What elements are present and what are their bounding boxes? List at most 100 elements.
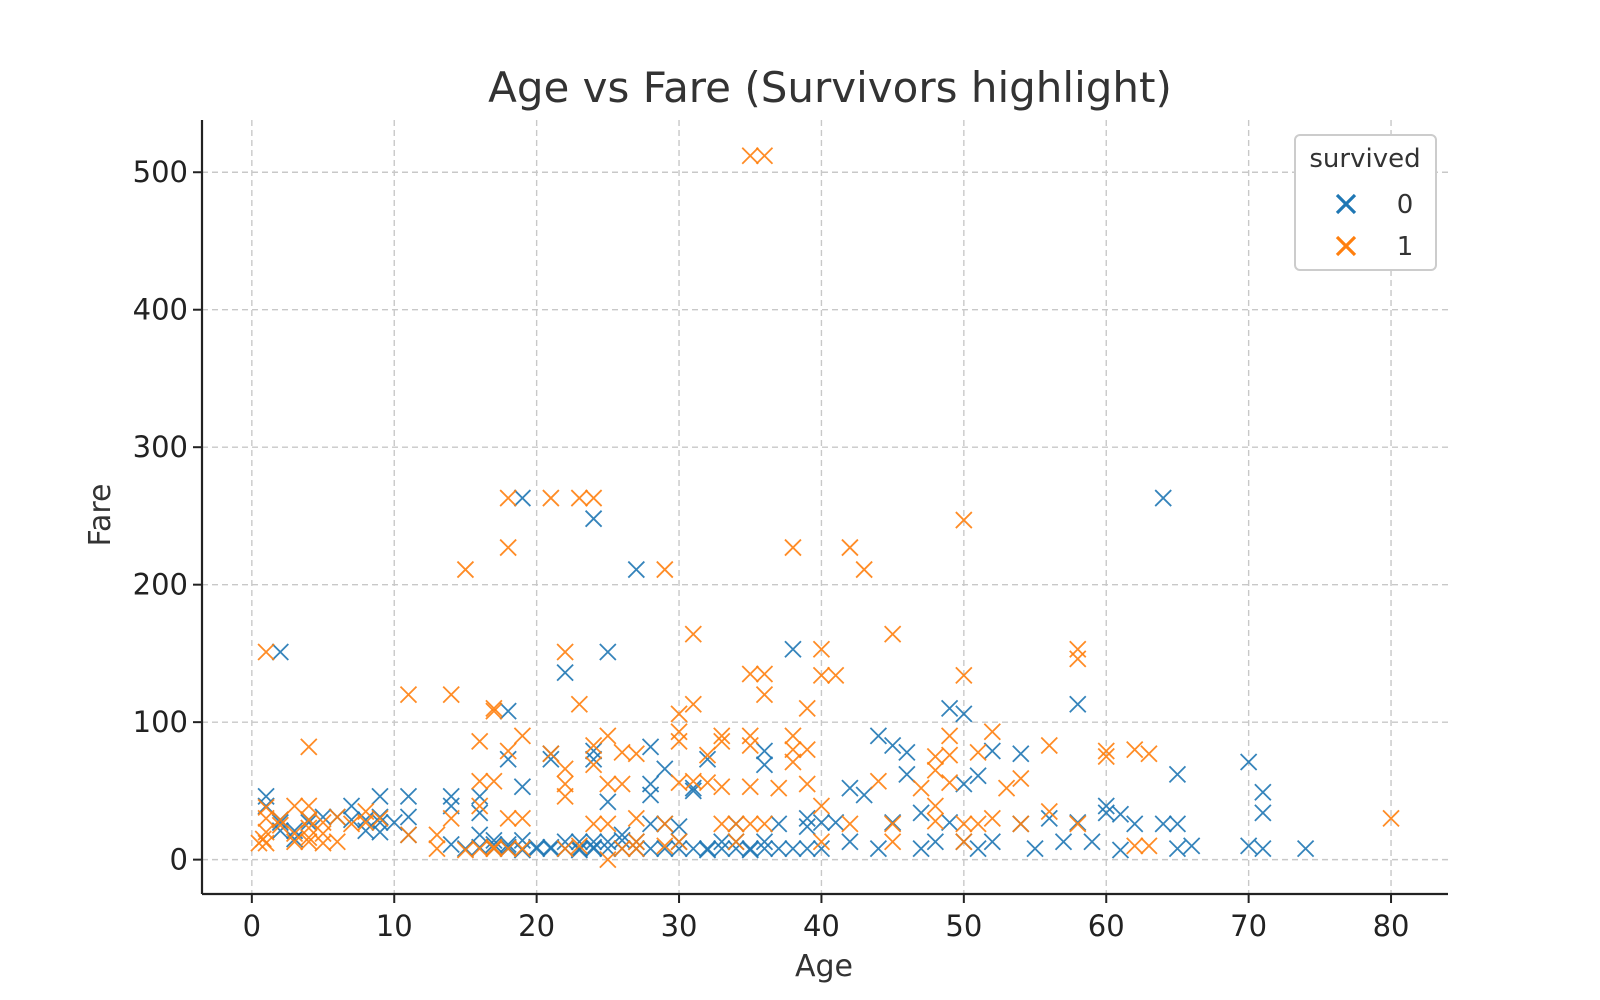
data-point-survived-1 [983,723,1001,741]
data-point-survived-0 [300,813,318,832]
data-point-survived-1 [285,833,304,851]
data-point-survived-1 [812,640,831,658]
x-tick-label: 10 [376,909,413,943]
data-point-survived-1 [513,809,532,828]
data-point-survived-1 [471,772,489,790]
data-point-survived-0 [1069,813,1087,832]
data-point-survived-0 [798,809,816,828]
data-point-survived-1 [1012,769,1030,788]
data-point-survived-0 [485,835,503,854]
data-point-survived-0 [314,808,332,826]
data-point-survived-0 [499,835,517,854]
data-point-survived-0 [855,786,873,804]
data-point-survived-1 [727,833,745,851]
data-point-survived-1 [940,727,959,745]
data-point-survived-0 [442,835,460,854]
data-point-survived-1 [1040,736,1058,755]
data-point-survived-1 [812,797,831,815]
data-point-survived-0 [1296,839,1315,858]
data-point-survived-0 [770,839,788,858]
data-point-survived-0 [542,838,560,856]
data-point-survived-0 [827,813,845,832]
x-axis-label: Age [795,949,853,984]
legend-marker-0 [1335,193,1357,215]
data-point-survived-1 [713,778,731,796]
data-point-survived-1 [884,815,902,833]
data-point-survived-0 [271,813,289,832]
data-point-survived-0 [1012,745,1030,763]
data-point-survived-0 [584,510,603,528]
data-point-survived-1 [1382,809,1400,828]
data-point-survived-1 [841,538,859,557]
data-point-survived-1 [442,809,460,828]
data-point-survived-1 [584,489,603,507]
data-point-survived-1 [328,808,346,826]
data-point-survived-0 [955,775,973,793]
data-point-survived-1 [428,826,446,844]
data-point-survived-0 [570,839,588,858]
data-point-survived-1 [684,772,702,790]
x-tick-label: 60 [1088,909,1125,943]
x-tick-label: 30 [661,909,698,943]
data-point-survived-0 [1097,804,1115,822]
data-point-survived-1 [1097,742,1115,760]
data-point-survived-1 [827,666,845,685]
data-point-survived-1 [1140,837,1158,855]
data-point-survived-0 [485,831,503,850]
data-point-survived-1 [627,809,645,828]
data-point-survived-0 [684,779,702,797]
data-point-survived-1 [755,686,774,704]
legend-frame [1294,134,1437,271]
data-point-survived-0 [1083,833,1101,851]
data-point-survived-1 [670,732,688,751]
data-point-survived-0 [1111,841,1130,859]
data-point-survived-1 [784,538,802,557]
data-point-survived-0 [656,760,674,778]
data-point-survived-0 [812,813,831,832]
data-point-survived-1 [570,695,588,713]
data-point-survived-0 [698,839,717,858]
data-point-survived-1 [485,772,503,790]
data-point-survived-1 [556,643,574,661]
data-point-survived-1 [499,809,517,828]
data-point-survived-1 [755,665,774,683]
data-point-survived-1 [442,686,460,704]
legend-title: survived [1309,144,1420,174]
data-point-survived-0 [371,808,389,826]
data-point-survived-1 [755,815,774,833]
data-point-survived-1 [599,775,617,793]
data-point-survived-1 [784,753,802,771]
data-point-survived-0 [841,833,859,851]
data-point-survived-1 [798,699,816,718]
data-point-survived-1 [741,665,759,683]
data-point-survived-1 [713,815,731,833]
data-point-survived-1 [912,779,930,797]
legend-label-1: 1 [1397,232,1414,262]
data-point-survived-0 [884,736,902,755]
data-point-survived-1 [1126,741,1144,759]
data-point-survived-0 [342,811,361,829]
data-point-survived-1 [741,147,759,165]
data-point-survived-0 [1054,833,1073,851]
data-point-survived-0 [371,823,389,841]
legend-label-0: 0 [1397,190,1414,220]
data-point-survived-0 [570,833,588,851]
data-point-survived-1 [627,745,645,763]
data-point-survived-1 [556,760,574,778]
data-point-survived-1 [755,147,774,165]
data-point-survived-1 [955,511,973,529]
grid-layer [202,120,1448,894]
data-point-survived-0 [641,786,660,804]
data-point-survived-0 [399,808,418,826]
data-point-survived-0 [784,640,802,658]
data-point-survived-0 [1126,815,1144,833]
data-point-survived-0 [584,839,603,858]
data-point-survived-0 [542,839,560,858]
data-point-survived-1 [257,643,275,661]
data-point-survived-0 [641,738,660,756]
data-point-survived-1 [271,811,289,829]
data-point-survived-1 [926,797,944,815]
data-point-survived-1 [257,809,275,828]
data-point-survived-1 [926,761,944,779]
